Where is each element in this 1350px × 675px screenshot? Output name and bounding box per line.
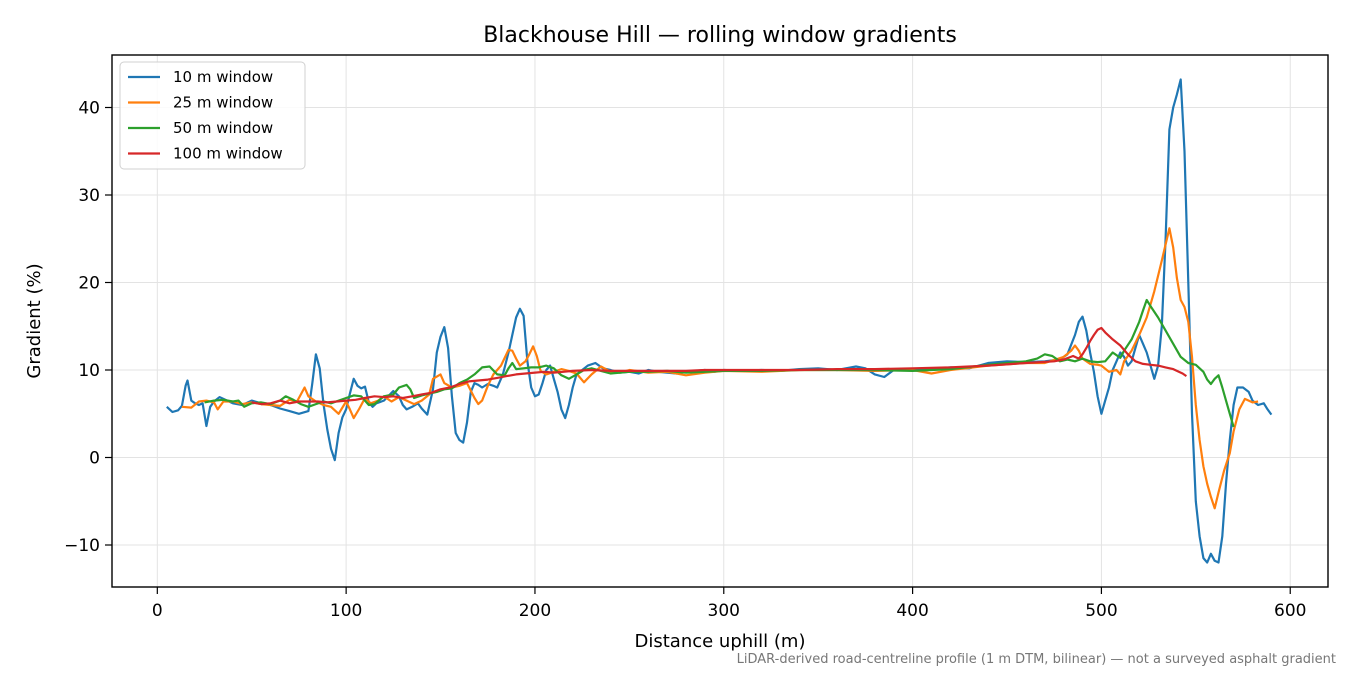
- plot-frame: [111, 54, 1329, 588]
- y-tick-label: 20: [78, 274, 100, 294]
- y-tick-label: 40: [78, 99, 100, 119]
- x-axis-label: Distance uphill (m): [635, 631, 806, 652]
- footnote: LiDAR-derived road-centreline profile (1…: [736, 652, 1336, 667]
- y-tick-label: −10: [64, 536, 100, 556]
- y-tick-label: 10: [78, 361, 100, 381]
- x-tick-label: 600: [1274, 601, 1306, 621]
- legend: 10 m window 25 m window 50 m window 100 m w…: [119, 61, 306, 170]
- x-tick-label: 0: [152, 601, 163, 621]
- plot-lines: [166, 78, 1273, 564]
- series-line-25-m-window: [181, 227, 1259, 510]
- series-line-10-m-window: [166, 78, 1273, 564]
- legend-box: [119, 61, 306, 170]
- x-tick-label: 200: [519, 601, 551, 621]
- y-axis: −10 0 10 20 30 40: [64, 99, 112, 556]
- y-axis-label: Gradient (%): [24, 263, 45, 378]
- legend-label: 25 m window: [173, 94, 273, 112]
- y-tick-label: 30: [78, 186, 100, 206]
- y-tick-label: 0: [89, 449, 100, 469]
- grid: [112, 55, 1328, 587]
- legend-label: 10 m window: [173, 68, 273, 86]
- chart-title: Blackhouse Hill — rolling window gradien…: [483, 23, 957, 48]
- x-tick-label: 500: [1085, 601, 1117, 621]
- legend-label: 50 m window: [173, 119, 273, 137]
- x-axis: 0 100 200 300 400 500 600: [152, 587, 1306, 621]
- series-line-100-m-window: [251, 326, 1188, 406]
- x-tick-label: 300: [708, 601, 740, 621]
- legend-label: 100 m window: [173, 145, 283, 163]
- x-tick-label: 400: [896, 601, 928, 621]
- x-tick-label: 100: [330, 601, 362, 621]
